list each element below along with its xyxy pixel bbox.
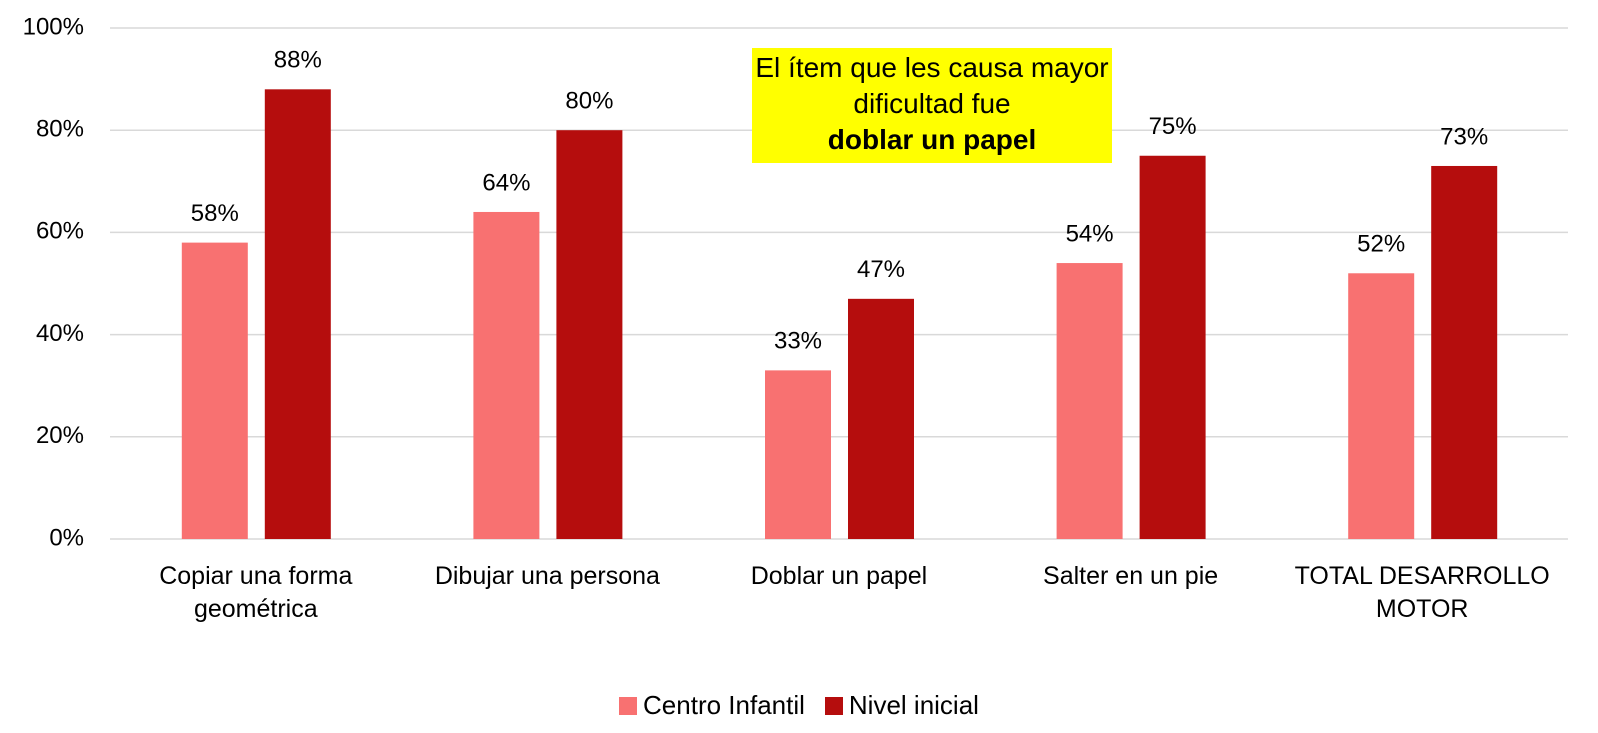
- bar: [556, 130, 623, 539]
- annotation-text: El ítem que les causa mayor dificultad f…: [755, 52, 1109, 119]
- bar: [181, 242, 248, 539]
- bar: [1431, 165, 1498, 539]
- data-label: 80%: [565, 88, 613, 115]
- annotation: El ítem que les causa mayor dificultad f…: [752, 48, 1112, 163]
- data-label: 64%: [482, 169, 530, 196]
- x-tick-label: Doblar un papel: [750, 562, 928, 590]
- legend-label: Centro Infantil: [643, 690, 805, 720]
- bar: [848, 298, 914, 539]
- bar: [473, 211, 540, 539]
- x-tick-label: Salter en un pie: [1043, 562, 1219, 590]
- data-label: 52%: [1357, 231, 1405, 258]
- bar: [1056, 263, 1123, 539]
- data-label: 75%: [1149, 113, 1197, 140]
- x-tick-label: Copiar una forma geométrica: [159, 562, 353, 623]
- legend: Centro Infantil Nivel inicial: [0, 690, 1598, 721]
- y-tick-label: 60%: [36, 218, 84, 245]
- y-tick-label: 20%: [36, 422, 84, 449]
- y-tick-label: 100%: [23, 13, 84, 40]
- data-label: 47%: [857, 256, 905, 283]
- bar: [264, 89, 331, 539]
- bar: [1139, 155, 1206, 539]
- data-label: 58%: [191, 200, 239, 227]
- data-label: 73%: [1440, 123, 1488, 150]
- y-tick-label: 40%: [36, 320, 84, 347]
- y-tick-label: 0%: [49, 524, 84, 551]
- data-label: 88%: [274, 47, 322, 74]
- legend-item: Centro Infantil: [619, 690, 805, 721]
- legend-swatch: [824, 697, 843, 715]
- x-tick-label: Dibujar una persona: [434, 562, 660, 590]
- x-tick-label: TOTAL DESARROLLO MOTOR: [1294, 562, 1550, 623]
- legend-label: Nivel inicial: [848, 690, 979, 720]
- legend-swatch: [619, 697, 638, 715]
- y-tick-label: 80%: [36, 116, 84, 143]
- bar: [765, 370, 831, 539]
- bar: [1348, 273, 1415, 539]
- data-label: 54%: [1066, 220, 1114, 247]
- data-label: 33%: [774, 328, 822, 355]
- annotation-emphasis: doblar un papel: [827, 124, 1037, 155]
- legend-item: Nivel inicial: [824, 690, 979, 721]
